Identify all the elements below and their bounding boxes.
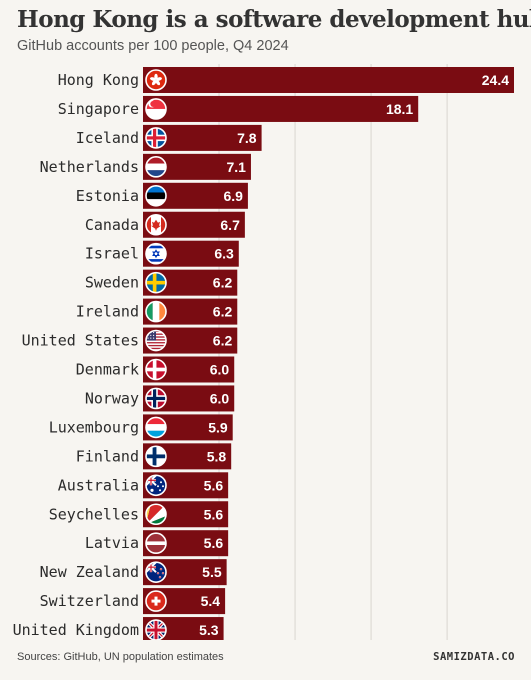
australia-flag-icon bbox=[145, 474, 167, 497]
bar-singapore bbox=[143, 95, 419, 122]
category-label-ireland: Ireland bbox=[76, 303, 139, 321]
value-label-israel: 6.3 bbox=[214, 246, 234, 262]
value-label-denmark: 6.0 bbox=[210, 362, 230, 378]
category-label-iceland: Iceland bbox=[76, 129, 139, 147]
value-label-sweden: 6.2 bbox=[213, 275, 233, 291]
bar-hong-kong bbox=[143, 67, 514, 93]
value-labels: 24.4 18.1 7.8 7.1 6.9 6.7 6.3 6.2 6.2 6.2 6.0 6.0 5.… bbox=[199, 72, 509, 638]
value-label-luxembourg: 5.9 bbox=[208, 419, 228, 435]
seychelles-flag-icon bbox=[145, 503, 167, 526]
value-label-netherlands: 7.1 bbox=[226, 159, 246, 175]
source-note: Sources: GitHub, UN population estimates bbox=[17, 651, 224, 663]
category-label-hong-kong: Hong Kong bbox=[58, 71, 139, 89]
category-labels: Hong Kong Singapore Iceland Netherlands Esto… bbox=[13, 71, 139, 639]
united-states-flag-icon bbox=[145, 329, 167, 352]
value-label-australia: 5.6 bbox=[204, 477, 224, 493]
chart-title: Hong Kong is a software development hub bbox=[17, 6, 531, 33]
ireland-flag-icon bbox=[145, 300, 167, 323]
category-label-luxembourg: Luxembourg bbox=[49, 418, 139, 436]
estonia-flag-icon bbox=[145, 185, 167, 207]
category-label-latvia: Latvia bbox=[85, 534, 139, 552]
hong-kong-flag-icon bbox=[145, 69, 167, 91]
category-label-united-kingdom: United Kingdom bbox=[13, 621, 139, 639]
israel-flag-icon bbox=[145, 242, 167, 265]
singapore-flag-icon bbox=[145, 98, 167, 120]
value-label-seychelles: 5.6 bbox=[204, 506, 224, 522]
flag-icons bbox=[145, 69, 167, 640]
category-label-israel: Israel bbox=[85, 245, 139, 263]
value-label-iceland: 7.8 bbox=[237, 130, 257, 146]
category-label-sweden: Sweden bbox=[85, 274, 139, 292]
value-label-singapore: 18.1 bbox=[386, 101, 413, 117]
value-label-switzerland: 5.4 bbox=[201, 593, 221, 609]
canada-flag-icon bbox=[145, 213, 167, 236]
luxembourg-flag-icon bbox=[145, 416, 167, 439]
denmark-flag-icon bbox=[145, 358, 167, 381]
value-label-united-states: 6.2 bbox=[213, 333, 233, 349]
value-label-canada: 6.7 bbox=[220, 217, 240, 233]
bar-chart: Hong Kong Singapore Iceland Netherlands Esto… bbox=[13, 64, 514, 640]
netherlands-flag-icon bbox=[145, 156, 167, 178]
category-label-switzerland: Switzerland bbox=[40, 592, 139, 610]
value-label-finland: 5.8 bbox=[207, 448, 227, 464]
value-label-latvia: 5.6 bbox=[204, 535, 224, 551]
category-label-norway: Norway bbox=[85, 389, 139, 407]
category-label-united-states: United States bbox=[22, 332, 139, 350]
value-label-ireland: 6.2 bbox=[213, 304, 233, 320]
finland-flag-icon bbox=[145, 445, 167, 468]
category-label-canada: Canada bbox=[85, 216, 139, 234]
united-kingdom-flag-icon bbox=[145, 619, 167, 640]
category-label-australia: Australia bbox=[58, 476, 139, 494]
category-label-denmark: Denmark bbox=[76, 361, 139, 379]
value-label-new-zealand: 5.5 bbox=[202, 564, 222, 580]
value-label-united-kingdom: 5.3 bbox=[199, 622, 219, 638]
iceland-flag-icon bbox=[145, 127, 167, 149]
category-label-seychelles: Seychelles bbox=[49, 505, 139, 523]
category-label-estonia: Estonia bbox=[76, 187, 139, 205]
norway-flag-icon bbox=[145, 387, 167, 410]
category-label-netherlands: Netherlands bbox=[40, 158, 139, 176]
chart-subtitle: GitHub accounts per 100 people, Q4 2024 bbox=[17, 38, 289, 54]
bars bbox=[143, 67, 514, 640]
value-label-hong-kong: 24.4 bbox=[482, 72, 509, 88]
category-label-finland: Finland bbox=[76, 447, 139, 465]
brand-watermark: SAMIZDATA.CO bbox=[433, 651, 515, 663]
value-label-estonia: 6.9 bbox=[223, 188, 243, 204]
sweden-flag-icon bbox=[145, 271, 167, 294]
category-label-singapore: Singapore bbox=[58, 100, 139, 118]
value-label-norway: 6.0 bbox=[210, 390, 230, 406]
new-zealand-flag-icon bbox=[145, 561, 167, 583]
latvia-flag-icon bbox=[145, 532, 167, 555]
category-label-new-zealand: New Zealand bbox=[40, 563, 139, 581]
switzerland-flag-icon bbox=[145, 590, 167, 612]
